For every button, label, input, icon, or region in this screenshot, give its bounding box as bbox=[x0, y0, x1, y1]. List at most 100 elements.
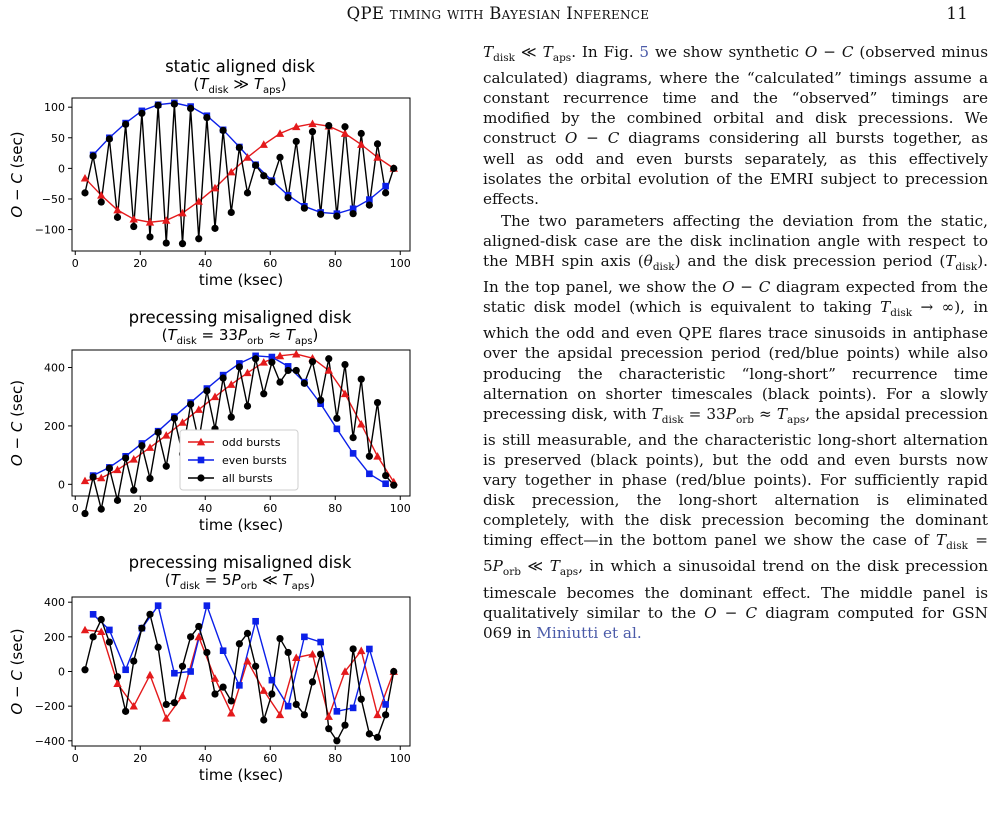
data-point-odd-bursts bbox=[292, 122, 301, 131]
data-point-odd-bursts bbox=[178, 691, 187, 700]
data-point-all-bursts bbox=[333, 212, 341, 220]
data-point-odd-bursts bbox=[243, 368, 252, 377]
x-tick-label: 0 bbox=[72, 257, 79, 270]
data-point-even-bursts bbox=[301, 633, 308, 641]
paragraph-2: The two parameters affecting the deviati… bbox=[483, 211, 988, 642]
data-point-all-bursts bbox=[113, 673, 122, 681]
data-point-all-bursts bbox=[178, 240, 187, 248]
data-point-odd-bursts bbox=[227, 167, 236, 176]
x-tick-label: 60 bbox=[263, 257, 277, 270]
data-point-all-bursts bbox=[333, 414, 341, 422]
data-point-all-bursts bbox=[170, 414, 178, 422]
data-point-odd-bursts bbox=[243, 153, 252, 161]
data-point-all-bursts bbox=[390, 164, 398, 172]
data-point-all-bursts bbox=[268, 358, 276, 366]
running-title: QPE timing with Bayesian Inference bbox=[346, 4, 650, 23]
data-point-odd-bursts bbox=[80, 173, 90, 182]
oc-chart-slow-precession: 0 20 40 60 80 100 0 200 400 time (ksec) O − C (sec… bbox=[8, 349, 411, 534]
y-tick-label: 200 bbox=[44, 631, 65, 644]
data-point-all-bursts bbox=[219, 374, 227, 382]
data-point-even-bursts bbox=[284, 363, 292, 370]
x-tick-label: 100 bbox=[390, 752, 411, 765]
data-point-odd-bursts bbox=[292, 349, 301, 358]
data-point-all-bursts bbox=[390, 481, 398, 489]
panel-3-title-text: precessing misaligned disk bbox=[128, 553, 352, 572]
data-point-all-bursts bbox=[211, 690, 219, 698]
data-point-odd-bursts bbox=[194, 632, 203, 641]
series-line-odd-bursts bbox=[84, 122, 395, 223]
data-point-all-bursts bbox=[187, 400, 195, 408]
legend-label: even bursts bbox=[222, 454, 287, 467]
data-point-all-bursts bbox=[89, 473, 97, 481]
data-point-all-bursts bbox=[219, 126, 227, 135]
data-point-all-bursts bbox=[252, 355, 260, 363]
data-point-all-bursts bbox=[349, 645, 357, 653]
data-point-all-bursts bbox=[97, 615, 105, 624]
data-point-odd-bursts bbox=[259, 358, 268, 366]
x-tick-label: 80 bbox=[328, 257, 342, 270]
data-point-odd-bursts bbox=[162, 216, 171, 224]
legend-box bbox=[179, 429, 299, 491]
y-tick-label: −200 bbox=[35, 700, 65, 713]
data-point-all-bursts bbox=[349, 434, 357, 442]
data-point-all-bursts bbox=[81, 189, 89, 197]
data-point-all-bursts bbox=[349, 210, 357, 218]
data-point-odd-bursts bbox=[227, 708, 236, 717]
data-point-even-bursts bbox=[317, 638, 324, 646]
body-text: Tdisk ≪ Taps. In Fig. 5 we show syntheti… bbox=[483, 42, 988, 643]
data-point-all-bursts bbox=[146, 474, 154, 483]
data-point-odd-bursts bbox=[145, 218, 155, 226]
chart-legend: odd bursts even bursts all bursts bbox=[179, 429, 299, 491]
data-point-all-bursts bbox=[365, 452, 373, 460]
data-point-all-bursts bbox=[252, 161, 260, 169]
data-point-all-bursts bbox=[292, 700, 300, 709]
panel-2-subtitle: (Tdisk = 33Porb ≈ Taps) bbox=[161, 326, 319, 348]
data-point-all-bursts bbox=[154, 643, 162, 651]
data-point-all-bursts bbox=[308, 358, 317, 366]
series-line-all-bursts bbox=[84, 612, 395, 743]
data-point-all-bursts bbox=[113, 496, 122, 504]
panel-1-subtitle: (Tdisk ≫ Taps) bbox=[193, 75, 287, 97]
data-point-all-bursts bbox=[146, 610, 154, 618]
data-point-all-bursts bbox=[276, 634, 284, 643]
y-tick-label: 0 bbox=[58, 162, 65, 175]
data-point-odd-bursts bbox=[357, 646, 366, 655]
data-point-all-bursts bbox=[300, 379, 308, 387]
data-point-even-bursts bbox=[366, 645, 373, 653]
data-point-all-bursts bbox=[178, 662, 187, 670]
data-point-all-bursts bbox=[97, 505, 105, 513]
data-point-odd-bursts bbox=[210, 392, 220, 401]
data-point-all-bursts bbox=[203, 113, 211, 122]
x-tick-label: 20 bbox=[133, 752, 147, 765]
data-point-odd-bursts bbox=[340, 389, 350, 398]
data-point-all-bursts bbox=[235, 143, 243, 152]
panel-2-title: precessing misaligned disk (Tdisk = 33Po… bbox=[70, 308, 410, 350]
x-tick-label: 0 bbox=[72, 752, 79, 765]
data-point-odd-bursts bbox=[227, 380, 236, 388]
x-axis-label: time (ksec) bbox=[199, 766, 283, 784]
chart-1-plot bbox=[80, 349, 398, 518]
data-point-all-bursts bbox=[154, 101, 162, 109]
paragraph-1: Tdisk ≪ Taps. In Fig. 5 we show syntheti… bbox=[483, 43, 988, 208]
legend-label: all bursts bbox=[222, 472, 273, 485]
data-point-even-bursts bbox=[366, 196, 373, 203]
y-axis-label: O − C (sec) bbox=[8, 628, 26, 714]
series-line-odd-bursts bbox=[84, 353, 395, 483]
data-point-all-bursts bbox=[105, 638, 113, 646]
data-point-odd-bursts bbox=[340, 667, 350, 675]
oc-chart-static-aligned: 0 20 40 60 80 100 −100 −50 0 50 100 time (ksec) O − … bbox=[8, 97, 411, 289]
data-point-all-bursts bbox=[130, 486, 138, 494]
data-point-odd-bursts bbox=[194, 405, 203, 413]
data-point-all-bursts bbox=[211, 224, 219, 232]
data-point-all-bursts bbox=[300, 711, 308, 719]
data-point-odd-bursts bbox=[97, 627, 106, 636]
data-point-odd-bursts bbox=[129, 214, 138, 223]
data-point-even-bursts bbox=[252, 617, 259, 625]
plot-frame bbox=[71, 349, 411, 497]
data-point-all-bursts bbox=[284, 194, 292, 202]
data-point-all-bursts bbox=[373, 733, 382, 741]
data-point-all-bursts bbox=[325, 121, 333, 130]
x-tick-label: 100 bbox=[390, 257, 411, 270]
data-point-odd-bursts bbox=[97, 191, 106, 199]
data-point-all-bursts bbox=[105, 464, 113, 472]
